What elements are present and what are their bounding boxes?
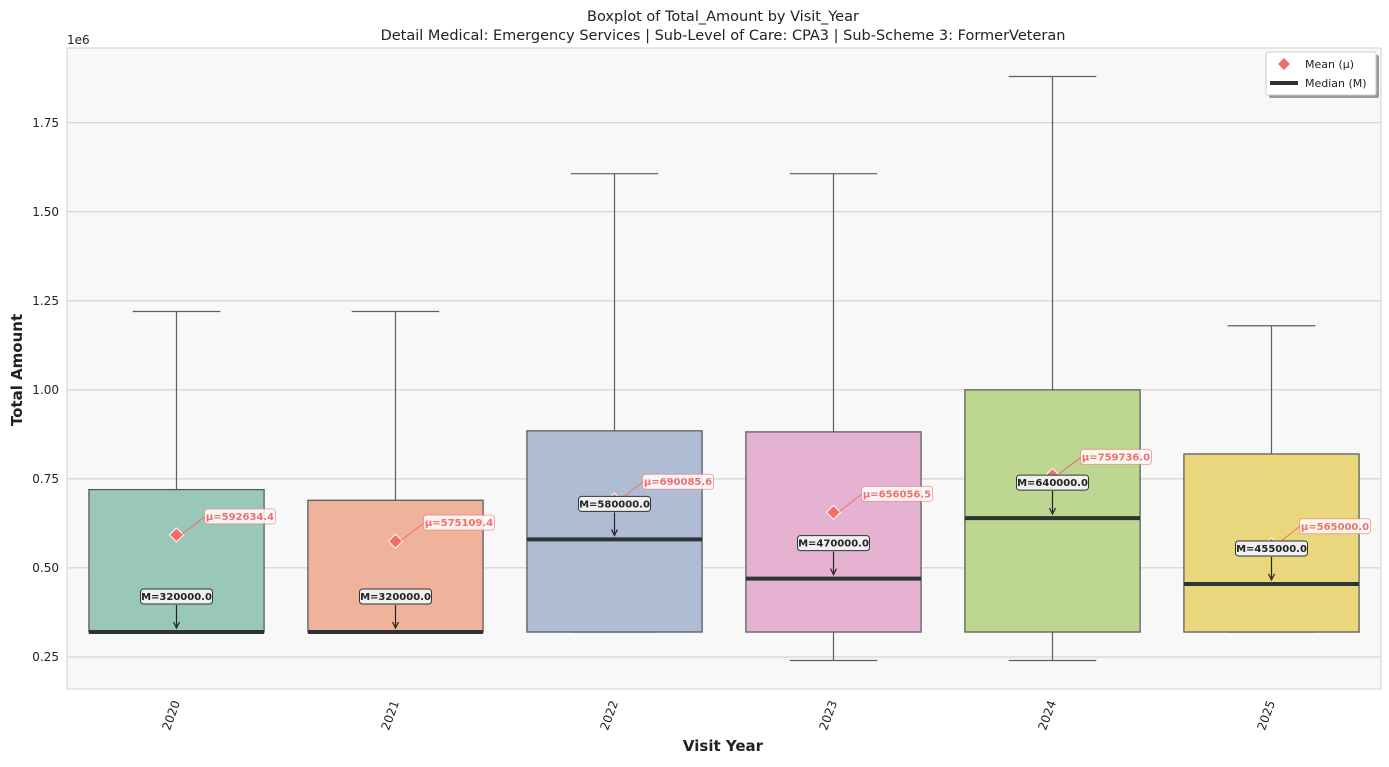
chart-subtitle: Detail Medical: Emergency Services | Sub… [381, 28, 1066, 44]
legend: Mean (μ) Median (M) [1265, 51, 1379, 98]
median-label-box [797, 535, 870, 552]
chart-title: Boxplot of Total_Amount by Visit_Year [587, 9, 859, 25]
median-arrow-head [1267, 573, 1276, 582]
legend-mean-label: Mean (μ) [1305, 58, 1354, 71]
mean-arrow [401, 522, 424, 541]
box-2023 [745, 431, 922, 633]
mean-label: μ=656056.5 [863, 489, 931, 500]
mean-arrow [1058, 457, 1081, 475]
mean-label-box [642, 473, 714, 490]
median-arrow-head [172, 621, 181, 630]
median-label-box [359, 588, 432, 605]
y-tick-label: 1.25 [32, 294, 59, 308]
mean-label: μ=690085.6 [644, 477, 712, 488]
mean-marker [387, 533, 404, 549]
median-arrow-head [610, 529, 619, 537]
annotations-layer: μ=592634.4 M=320000.0 μ=575109.4 M=320000.0… [140, 448, 1371, 630]
y-tick-label: 1.75 [32, 116, 59, 130]
x-tick-label: 2025 [1254, 699, 1278, 732]
median-label-box [1016, 474, 1089, 491]
mean-label-box [1080, 448, 1152, 465]
mean-arrow [839, 493, 862, 512]
x-tick-label: 2021 [378, 699, 402, 732]
mean-label: μ=575109.4 [425, 518, 493, 529]
x-tick-label: 2024 [1035, 699, 1059, 732]
legend-median-label: Median (M) [1305, 77, 1367, 90]
median-label: M=470000.0 [798, 539, 869, 550]
median-label: M=320000.0 [141, 592, 212, 603]
mean-label: μ=565000.0 [1301, 522, 1369, 533]
median-label-box [140, 588, 213, 605]
y-offset-label: 1e6 [67, 33, 90, 47]
median-label: M=455000.0 [1236, 544, 1307, 555]
median-label-box [1235, 540, 1308, 557]
y-axis-label: Total Amount [8, 314, 26, 426]
mean-label: μ=759736.0 [1082, 452, 1150, 463]
legend-mean-marker [1278, 58, 1290, 70]
x-tick-label: 2023 [816, 699, 840, 732]
y-tick-label: 1.50 [32, 205, 59, 219]
grid-lines [67, 122, 1381, 658]
x-tick-label: 2022 [597, 699, 621, 732]
median-label: M=320000.0 [360, 592, 431, 603]
mean-label: μ=592634.4 [206, 512, 274, 523]
mean-label-box [423, 514, 495, 531]
mean-label-box [861, 485, 933, 502]
median-arrow-head [829, 568, 838, 576]
mean-marker [168, 527, 185, 543]
median-label-box [578, 495, 651, 512]
median-label: M=580000.0 [579, 499, 650, 510]
mean-arrow [182, 516, 205, 535]
mean-label-box [1299, 518, 1371, 535]
median-label: M=640000.0 [1017, 478, 1088, 489]
y-tick-label: 1.00 [32, 383, 59, 397]
y-tick-label: 0.25 [32, 650, 59, 664]
mean-label-box [204, 508, 276, 525]
y-tick-label: 0.50 [32, 561, 59, 575]
y-tick-label: 0.75 [32, 472, 59, 486]
x-axis-label: Visit Year [683, 737, 764, 755]
median-arrow-head [1048, 507, 1057, 516]
plot-area [66, 47, 1382, 690]
mean-marker [825, 504, 842, 521]
x-tick-label: 2020 [159, 699, 183, 732]
median-arrow-head [391, 621, 400, 630]
